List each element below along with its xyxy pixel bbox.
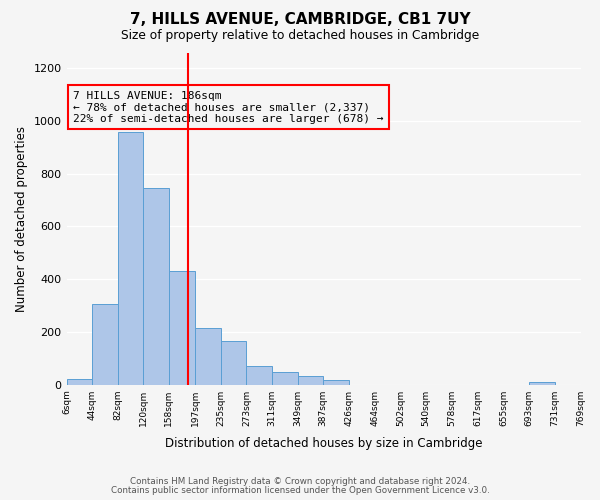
- Bar: [221, 341, 247, 384]
- Bar: [92, 304, 118, 384]
- Text: Size of property relative to detached houses in Cambridge: Size of property relative to detached ho…: [121, 29, 479, 42]
- Bar: [195, 328, 221, 384]
- Bar: [323, 380, 349, 384]
- Bar: [143, 188, 169, 384]
- Bar: [118, 132, 143, 384]
- Text: Contains HM Land Registry data © Crown copyright and database right 2024.: Contains HM Land Registry data © Crown c…: [130, 477, 470, 486]
- Text: 7 HILLS AVENUE: 186sqm
← 78% of detached houses are smaller (2,337)
22% of semi-: 7 HILLS AVENUE: 186sqm ← 78% of detached…: [73, 90, 384, 124]
- Text: Contains public sector information licensed under the Open Government Licence v3: Contains public sector information licen…: [110, 486, 490, 495]
- Bar: [529, 382, 555, 384]
- Bar: [272, 372, 298, 384]
- Bar: [247, 366, 272, 384]
- Text: 7, HILLS AVENUE, CAMBRIDGE, CB1 7UY: 7, HILLS AVENUE, CAMBRIDGE, CB1 7UY: [130, 12, 470, 28]
- Y-axis label: Number of detached properties: Number of detached properties: [15, 126, 28, 312]
- Bar: [67, 380, 92, 384]
- Bar: [298, 376, 323, 384]
- X-axis label: Distribution of detached houses by size in Cambridge: Distribution of detached houses by size …: [165, 437, 482, 450]
- Bar: [169, 272, 195, 384]
